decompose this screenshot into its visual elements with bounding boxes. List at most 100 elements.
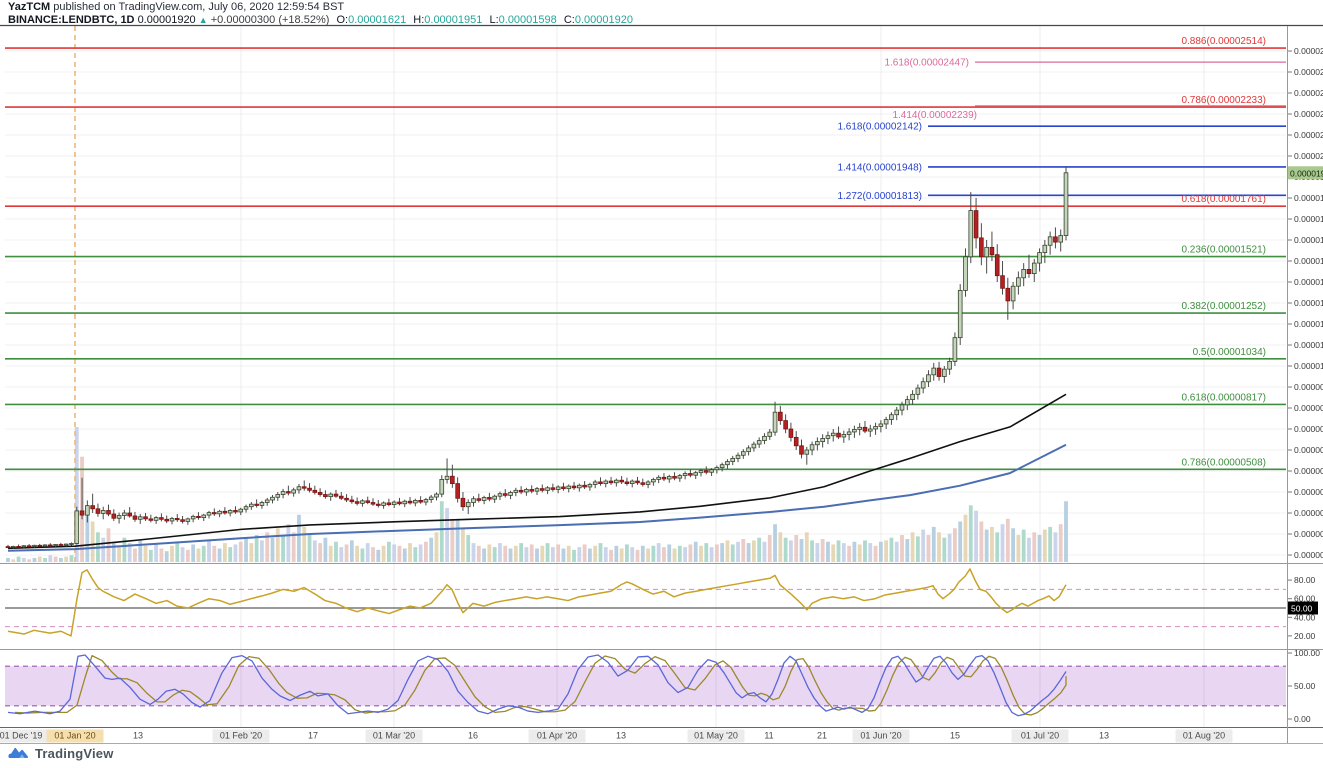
footer: TradingView: [8, 745, 114, 761]
open-value: 0.00001621: [348, 14, 407, 26]
header: YazTCM published on TradingView.com, Jul…: [8, 1, 633, 26]
svg-text:1.618(0.00002447): 1.618(0.00002447): [884, 58, 969, 69]
svg-text:0.00001800: 0.00001800: [1294, 193, 1323, 203]
high-label: H:: [413, 14, 425, 26]
svg-text:0.00001300: 0.00001300: [1294, 298, 1323, 308]
stochastic-pane: [5, 654, 1286, 717]
svg-text:11: 11: [764, 731, 773, 741]
svg-text:01 Jun '20: 01 Jun '20: [860, 731, 901, 741]
svg-text:0.00001400: 0.00001400: [1294, 277, 1323, 287]
price-change: +0.00000300 (+18.52%): [210, 14, 330, 26]
up-triangle-icon: ▲: [198, 15, 208, 25]
svg-text:80.00: 80.00: [1294, 575, 1316, 585]
ma-fast-black-line: [7, 393, 1067, 550]
svg-text:15: 15: [950, 731, 960, 741]
rsi-mid-badge: [1288, 601, 1318, 615]
author-name: YazTCM: [8, 1, 51, 13]
svg-text:0.00001920: 0.00001920: [1290, 168, 1323, 178]
open-label: O:: [336, 14, 349, 26]
published-text: published on TradingView.com, July 06, 2…: [50, 1, 345, 13]
publish-line: YazTCM published on TradingView.com, Jul…: [8, 1, 633, 13]
svg-text:0.00002400: 0.00002400: [1294, 67, 1323, 77]
svg-text:13: 13: [616, 731, 626, 741]
svg-text:40.00: 40.00: [1294, 612, 1316, 622]
svg-text:01 Aug '20: 01 Aug '20: [1183, 731, 1225, 741]
svg-text:0.00002100: 0.00002100: [1294, 130, 1323, 140]
svg-text:0.00000100: 0.00000100: [1294, 550, 1323, 560]
svg-text:0.00002200: 0.00002200: [1294, 109, 1323, 119]
symbol-title: BINANCE:LENDBTC, 1D: [8, 14, 135, 26]
svg-text:0.00000800: 0.00000800: [1294, 403, 1323, 413]
svg-text:1.414(0.00002239): 1.414(0.00002239): [892, 110, 977, 121]
svg-text:0.886(0.00002514): 0.886(0.00002514): [1181, 36, 1266, 47]
gridlines: [5, 26, 1286, 727]
svg-text:01 Feb '20: 01 Feb '20: [220, 731, 262, 741]
price-axis: 0.00002500 0.00002400 0.00002300 0.00002200…: [1288, 46, 1323, 724]
svg-text:0.00000700: 0.00000700: [1294, 424, 1323, 434]
close-value: 0.00001920: [574, 14, 633, 26]
svg-text:0.00001600: 0.00001600: [1294, 235, 1323, 245]
svg-text:0.00000300: 0.00000300: [1294, 508, 1323, 518]
svg-text:0.00000600: 0.00000600: [1294, 445, 1323, 455]
svg-text:0.00: 0.00: [1294, 714, 1311, 724]
moving-averages: [7, 393, 1067, 552]
svg-text:50.00: 50.00: [1294, 681, 1316, 691]
stoch-d-line: [14, 654, 1067, 716]
svg-text:0.00002300: 0.00002300: [1294, 88, 1323, 98]
time-axis: 01 Dec '19 01 Jan '20 13 01 Feb '20 17 01 Mar…: [0, 729, 1233, 743]
rsi-line: [7, 568, 1067, 637]
rsi-pane: [5, 568, 1286, 637]
last-price: 0.00001920: [137, 14, 196, 26]
svg-text:1.618(0.00002142): 1.618(0.00002142): [837, 122, 922, 133]
svg-text:60.00: 60.00: [1294, 594, 1316, 604]
low-label: L:: [489, 14, 499, 26]
close-label: C:: [563, 14, 575, 26]
svg-text:0.00002500: 0.00002500: [1294, 46, 1323, 56]
svg-text:0.382(0.00001252): 0.382(0.00001252): [1181, 301, 1266, 312]
svg-text:16: 16: [468, 731, 478, 741]
svg-text:01 Jan '20: 01 Jan '20: [54, 731, 95, 741]
svg-text:0.00000900: 0.00000900: [1294, 382, 1323, 392]
candlesticks: [5, 166, 1069, 549]
svg-text:01 Dec '19: 01 Dec '19: [0, 731, 42, 741]
svg-text:100.00: 100.00: [1294, 648, 1320, 658]
svg-text:21: 21: [817, 731, 827, 741]
svg-text:0.618(0.00001761): 0.618(0.00001761): [1181, 194, 1266, 205]
high-value: 0.00001951: [424, 14, 483, 26]
svg-text:0.00000200: 0.00000200: [1294, 529, 1323, 539]
svg-text:50.00: 50.00: [1291, 604, 1313, 614]
svg-text:1.272(0.00001813): 1.272(0.00001813): [837, 191, 922, 202]
pane-borders: [0, 24, 1323, 744]
svg-text:0.5(0.00001034): 0.5(0.00001034): [1193, 347, 1266, 358]
svg-text:0.00000400: 0.00000400: [1294, 487, 1323, 497]
symbol-line: BINANCE:LENDBTC, 1D 0.00001920 ▲ +0.0000…: [8, 14, 633, 26]
svg-text:0.00000500: 0.00000500: [1294, 466, 1323, 476]
brand-name: TradingView: [35, 745, 114, 761]
svg-text:0.00001000: 0.00001000: [1294, 361, 1323, 371]
svg-text:0.00001500: 0.00001500: [1294, 256, 1323, 266]
svg-text:0.236(0.00001521): 0.236(0.00001521): [1181, 245, 1266, 256]
svg-text:0.618(0.00000817): 0.618(0.00000817): [1181, 392, 1266, 403]
svg-text:17: 17: [308, 731, 318, 741]
svg-text:13: 13: [1099, 731, 1109, 741]
svg-text:1.414(0.00001948): 1.414(0.00001948): [837, 162, 922, 173]
svg-text:13: 13: [133, 731, 143, 741]
svg-text:0.786(0.00000508): 0.786(0.00000508): [1181, 457, 1266, 468]
svg-text:01 May '20: 01 May '20: [694, 731, 738, 741]
svg-text:01 Mar '20: 01 Mar '20: [373, 731, 415, 741]
svg-text:01 Jul '20: 01 Jul '20: [1021, 731, 1059, 741]
svg-text:0.00002000: 0.00002000: [1294, 151, 1323, 161]
svg-text:0.786(0.00002233): 0.786(0.00002233): [1181, 95, 1266, 106]
stoch-k-line: [7, 654, 1067, 717]
svg-text:0.00001700: 0.00001700: [1294, 214, 1323, 224]
low-value: 0.00001598: [498, 14, 557, 26]
svg-text:0.00001100: 0.00001100: [1294, 340, 1323, 350]
svg-text:0.00001200: 0.00001200: [1294, 319, 1323, 329]
last-price-badge: [1288, 166, 1323, 180]
ma-slow-blue-line: [7, 443, 1067, 552]
fib-levels: 0.886(0.00002514) 1.618(0.00002447) 1.414(…: [5, 36, 1286, 471]
svg-text:01 Apr '20: 01 Apr '20: [537, 731, 577, 741]
chart-canvas: 0.886(0.00002514) 1.618(0.00002447) 1.414(…: [0, 24, 1323, 744]
tradingview-logo-icon: [8, 747, 29, 758]
